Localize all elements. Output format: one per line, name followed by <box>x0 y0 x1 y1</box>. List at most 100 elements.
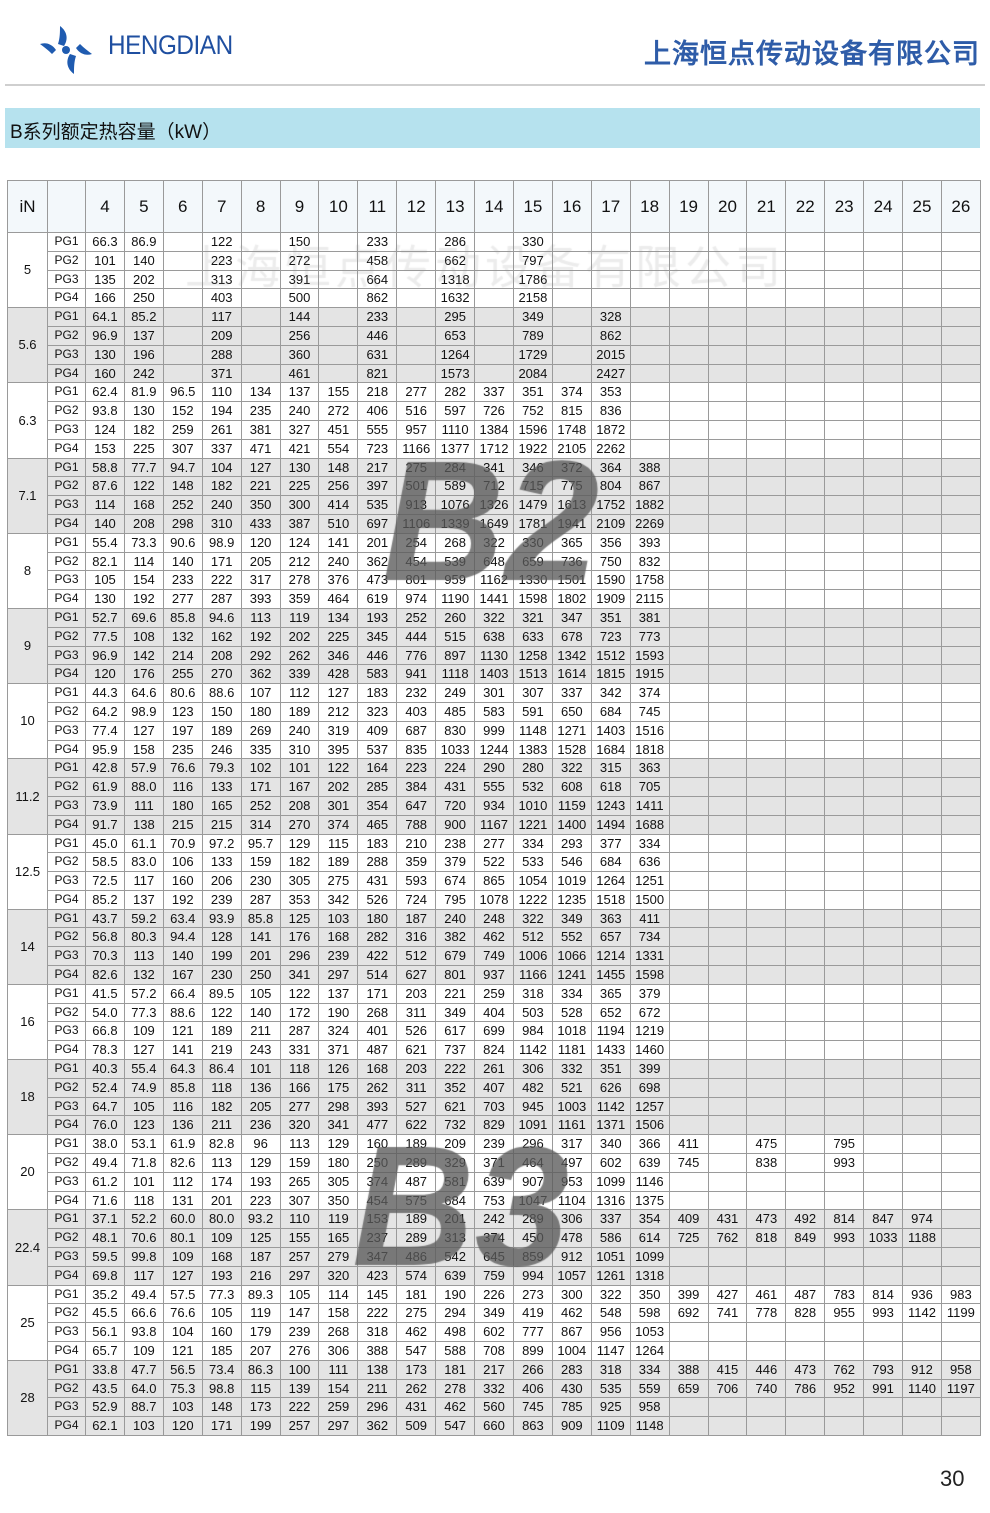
value-cell <box>746 1190 787 1211</box>
value-cell <box>902 777 942 797</box>
value-cell: 111 <box>123 795 164 816</box>
value-cell: 221 <box>435 983 476 1004</box>
value-cell <box>746 1002 787 1023</box>
value-cell: 216 <box>240 1265 281 1286</box>
value-cell: 575 <box>396 1190 437 1211</box>
pg-label: PG3 <box>47 1096 86 1117</box>
value-cell <box>863 946 904 967</box>
value-cell: 801 <box>396 570 437 591</box>
value-cell <box>940 626 981 647</box>
value-cell: 208 <box>279 795 320 816</box>
pg-label: PG1 <box>47 232 86 252</box>
value-cell: 510 <box>318 513 359 534</box>
value-cell: 224 <box>435 758 476 779</box>
value-cell <box>902 232 942 252</box>
value-cell: 750 <box>590 551 631 572</box>
value-cell: 1257 <box>629 1096 670 1117</box>
value-cell <box>824 607 865 628</box>
value-cell: 101 <box>123 1171 164 1192</box>
value-cell: 849 <box>785 1228 826 1249</box>
value-cell <box>824 1341 865 1361</box>
value-cell: 252 <box>162 495 203 515</box>
table-row: PG4 65.7 109 121 185 207 276 306 388 547 588 708 899… <box>8 1341 981 1361</box>
table-row: PG3 56.1 93.8 104 160 179 239 268 318 462 498 602 77… <box>8 1322 981 1343</box>
value-cell: 123 <box>123 1115 164 1136</box>
value-cell <box>785 513 826 534</box>
table-row: PG2 43.5 64.0 75.3 98.8 115 139 154 211 262 278 332… <box>8 1378 981 1399</box>
value-cell: 138 <box>357 1359 398 1380</box>
value-cell <box>785 833 826 854</box>
value-cell: 331 <box>279 1040 320 1061</box>
value-cell: 180 <box>357 908 398 929</box>
value-cell <box>824 495 865 515</box>
value-cell: 41.5 <box>85 983 125 1004</box>
value-cell: 371 <box>474 1153 514 1173</box>
value-cell <box>746 363 787 384</box>
value-cell: 154 <box>318 1378 359 1399</box>
value-cell: 1516 <box>629 720 670 741</box>
value-cell: 210 <box>396 833 437 854</box>
value-cell: 1383 <box>512 739 553 760</box>
value-cell: 745 <box>512 1397 553 1418</box>
value-cell: 122 <box>201 232 242 252</box>
value-cell: 70.6 <box>123 1228 164 1249</box>
value-cell: 2427 <box>590 363 631 384</box>
ratio-cell: 22.4 <box>7 1209 48 1286</box>
value-cell <box>746 570 787 591</box>
value-cell: 678 <box>551 626 592 647</box>
value-cell: 265 <box>279 1171 320 1192</box>
value-cell: 61.9 <box>85 777 125 797</box>
value-cell: 77.4 <box>85 720 125 741</box>
value-cell: 85.2 <box>123 307 164 327</box>
value-cell <box>707 1265 748 1286</box>
value-cell: 1051 <box>590 1247 631 1267</box>
value-cell: 409 <box>357 720 398 741</box>
value-cell <box>785 1002 826 1023</box>
value-cell: 115 <box>240 1378 281 1399</box>
table-row: PG2 87.6 122 148 182 221 225 256 397 501 589 712 715… <box>8 476 981 497</box>
value-cell <box>824 871 865 891</box>
value-cell <box>746 626 787 647</box>
value-cell: 112 <box>162 1171 203 1192</box>
value-cell <box>902 701 942 722</box>
value-cell: 1271 <box>551 720 592 741</box>
value-cell: 298 <box>318 1096 359 1117</box>
value-cell: 867 <box>551 1322 592 1343</box>
value-cell <box>824 532 865 553</box>
value-cell <box>824 570 865 591</box>
table-row: PG3 130 196 288 360 631 1264 1729 2015 <box>8 344 981 365</box>
ratio-cell: 28 <box>7 1359 48 1437</box>
value-cell <box>863 777 904 797</box>
value-cell: 1091 <box>512 1115 553 1136</box>
pg-label: PG1 <box>47 908 86 929</box>
pg-label: PG4 <box>47 438 86 459</box>
table-row: PG2 52.4 74.9 85.8 118 136 166 175 262 311 352 407 4… <box>8 1077 981 1098</box>
value-cell <box>668 344 709 365</box>
value-cell: 430 <box>551 1378 592 1399</box>
value-cell <box>707 532 748 553</box>
value-cell <box>940 739 981 760</box>
value-cell <box>707 1134 748 1155</box>
value-cell <box>707 927 748 948</box>
value-cell: 828 <box>785 1303 826 1324</box>
value-cell: 477 <box>357 1115 398 1136</box>
value-cell <box>318 325 359 346</box>
value-cell <box>824 1115 865 1136</box>
value-cell <box>824 1397 865 1418</box>
value-cell: 187 <box>396 908 437 929</box>
value-cell: 45.5 <box>85 1303 125 1324</box>
value-cell: 363 <box>629 758 670 779</box>
value-cell <box>396 269 437 290</box>
value-cell: 181 <box>396 1284 437 1305</box>
value-cell <box>746 739 787 760</box>
value-cell <box>824 908 865 929</box>
value-cell <box>863 664 904 685</box>
value-cell: 113 <box>201 1153 242 1173</box>
value-cell: 631 <box>357 344 398 365</box>
value-cell <box>863 739 904 760</box>
value-cell: 1460 <box>629 1040 670 1061</box>
value-cell: 451 <box>318 419 359 440</box>
value-cell: 388 <box>668 1359 709 1380</box>
value-cell: 53.1 <box>123 1134 164 1155</box>
value-cell <box>863 795 904 816</box>
